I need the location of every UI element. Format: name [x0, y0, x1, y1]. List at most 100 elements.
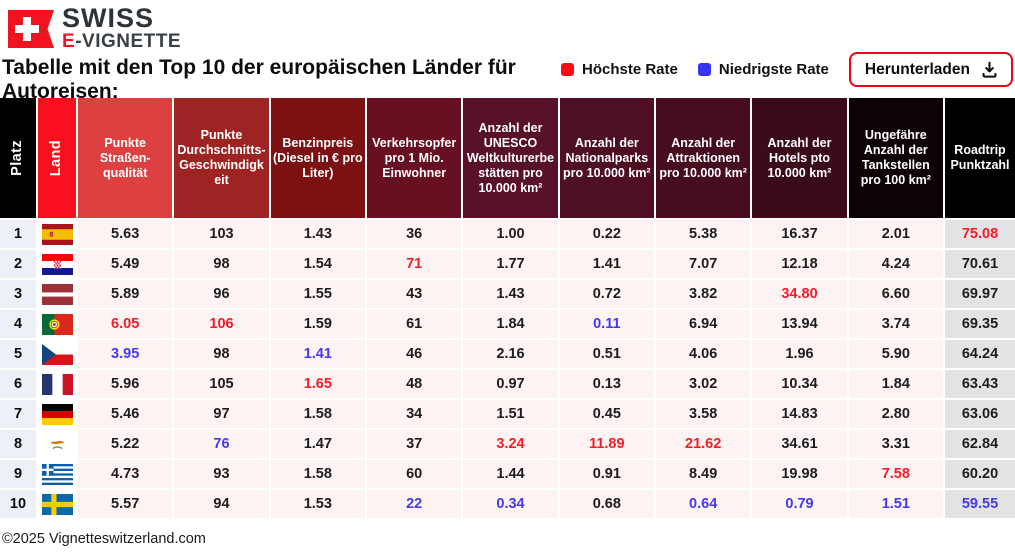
column-header-punkte-durchschnitts-geschwindigkeit: Punkte Durchschnitts-Geschwindigkeit	[174, 98, 269, 218]
column-header-anzahl-der-attraktionen-pro-10-000-km: Anzahl der Attraktionen pro 10.000 km²	[656, 98, 751, 218]
swiss-flag-icon	[8, 9, 54, 48]
logo-line-evignette: E-VIGNETTE	[62, 31, 182, 52]
roadtrip-score-cell: 60.20	[945, 460, 1015, 488]
value-cell: 1.43	[270, 220, 365, 248]
value-cell: 98	[174, 340, 269, 368]
value-cell: 0.13	[559, 370, 654, 398]
download-button[interactable]: Herunterladen	[848, 52, 1013, 87]
legend-lowest-label: Niedrigste Rate	[718, 61, 829, 78]
value-cell: 0.34	[463, 490, 558, 518]
value-cell: 10.34	[752, 370, 847, 398]
column-header-roadtrip-punktzahl: Roadtrip Punktzahl	[945, 98, 1015, 218]
value-cell: 0.64	[656, 490, 751, 518]
flag-france-icon	[38, 370, 76, 398]
value-cell: 1.51	[463, 400, 558, 428]
value-cell: 1.54	[270, 250, 365, 278]
value-cell: 76	[174, 430, 269, 458]
value-cell: 19.98	[752, 460, 847, 488]
flag-germany-icon	[38, 400, 76, 428]
swiss-evignette-logo: SWISS E-VIGNETTE	[8, 5, 1015, 53]
flag-latvia-icon	[38, 280, 76, 308]
value-cell: 5.63	[78, 220, 173, 248]
value-cell: 93	[174, 460, 269, 488]
value-cell: 1.41	[559, 250, 654, 278]
value-cell: 4.24	[848, 250, 943, 278]
value-cell: 1.77	[463, 250, 558, 278]
logo-text: SWISS E-VIGNETTE	[62, 5, 181, 53]
value-cell: 97	[174, 400, 269, 428]
column-header-anzahl-der-unesco-weltkulturerbest-tten-pro-10-000-km: Anzahl der UNESCO Weltkulturerbestätten …	[463, 98, 558, 218]
value-cell: 98	[174, 250, 269, 278]
roadtrip-score-cell: 69.35	[945, 310, 1015, 338]
value-cell: 21.62	[656, 430, 751, 458]
value-cell: 1.41	[270, 340, 365, 368]
roadtrip-score-cell: 64.24	[945, 340, 1015, 368]
value-cell: 4.06	[656, 340, 751, 368]
legend-and-actions: Höchste Rate Niedrigste Rate Herunterlad…	[561, 52, 1013, 87]
value-cell: 0.97	[463, 370, 558, 398]
value-cell: 43	[367, 280, 462, 308]
rank-cell: 6	[0, 370, 36, 398]
value-cell: 2.01	[848, 220, 943, 248]
value-cell: 5.38	[656, 220, 751, 248]
value-cell: 7.58	[848, 460, 943, 488]
roadtrip-score-cell: 69.97	[945, 280, 1015, 308]
flag-portugal-icon	[38, 310, 76, 338]
value-cell: 103	[174, 220, 269, 248]
value-cell: 0.91	[559, 460, 654, 488]
value-cell: 61	[367, 310, 462, 338]
page-header: SWISS E-VIGNETTE Tabelle mit den Top 10 …	[0, 0, 1015, 103]
value-cell: 5.46	[78, 400, 173, 428]
roadtrip-score-cell: 75.08	[945, 220, 1015, 248]
value-cell: 5.22	[78, 430, 173, 458]
value-cell: 105	[174, 370, 269, 398]
value-cell: 6.60	[848, 280, 943, 308]
value-cell: 1.96	[752, 340, 847, 368]
value-cell: 71	[367, 250, 462, 278]
column-header-ungef-hre-anzahl-der-tankstellen-pro-100-km: Ungefähre Anzahl der Tankstellen pro 100…	[848, 98, 943, 218]
value-cell: 5.96	[78, 370, 173, 398]
value-cell: 12.18	[752, 250, 847, 278]
legend-highest-rate: Höchste Rate	[561, 61, 678, 78]
logo-line-swiss: SWISS	[62, 3, 155, 33]
flag-croatia-icon	[38, 250, 76, 278]
value-cell: 34.80	[752, 280, 847, 308]
value-cell: 0.68	[559, 490, 654, 518]
value-cell: 22	[367, 490, 462, 518]
column-header-benzinpreis-diesel-in-pro-liter: Benzinpreis (Diesel in € pro Liter)	[270, 98, 365, 218]
value-cell: 0.72	[559, 280, 654, 308]
value-cell: 34	[367, 400, 462, 428]
value-cell: 36	[367, 220, 462, 248]
roadtrip-score-cell: 59.55	[945, 490, 1015, 518]
value-cell: 3.82	[656, 280, 751, 308]
value-cell: 0.79	[752, 490, 847, 518]
legend-lowest-rate: Niedrigste Rate	[697, 61, 829, 78]
value-cell: 94	[174, 490, 269, 518]
value-cell: 3.95	[78, 340, 173, 368]
rank-cell: 2	[0, 250, 36, 278]
flag-spain-icon	[38, 220, 76, 248]
roadtrip-score-cell: 70.61	[945, 250, 1015, 278]
copyright-footer: ©2025 Vignetteswitzerland.com	[2, 531, 206, 547]
value-cell: 48	[367, 370, 462, 398]
value-cell: 1.51	[848, 490, 943, 518]
value-cell: 2.16	[463, 340, 558, 368]
value-cell: 1.00	[463, 220, 558, 248]
rank-cell: 10	[0, 490, 36, 518]
flag-czechia-icon	[38, 340, 76, 368]
value-cell: 0.51	[559, 340, 654, 368]
column-header-verkehrsopfer-pro-1-mio-einwohner: Verkehrsopfer pro 1 Mio. Einwohner	[367, 98, 462, 218]
value-cell: 6.05	[78, 310, 173, 338]
value-cell: 1.59	[270, 310, 365, 338]
value-cell: 96	[174, 280, 269, 308]
value-cell: 106	[174, 310, 269, 338]
column-header-anzahl-der-nationalparks-pro-10-000-km: Anzahl der Nationalparks pro 10.000 km²	[559, 98, 654, 218]
download-icon	[980, 60, 999, 79]
value-cell: 5.57	[78, 490, 173, 518]
rank-cell: 1	[0, 220, 36, 248]
value-cell: 1.84	[848, 370, 943, 398]
flag-cyprus-icon	[38, 430, 76, 458]
value-cell: 1.43	[463, 280, 558, 308]
value-cell: 5.49	[78, 250, 173, 278]
value-cell: 2.80	[848, 400, 943, 428]
